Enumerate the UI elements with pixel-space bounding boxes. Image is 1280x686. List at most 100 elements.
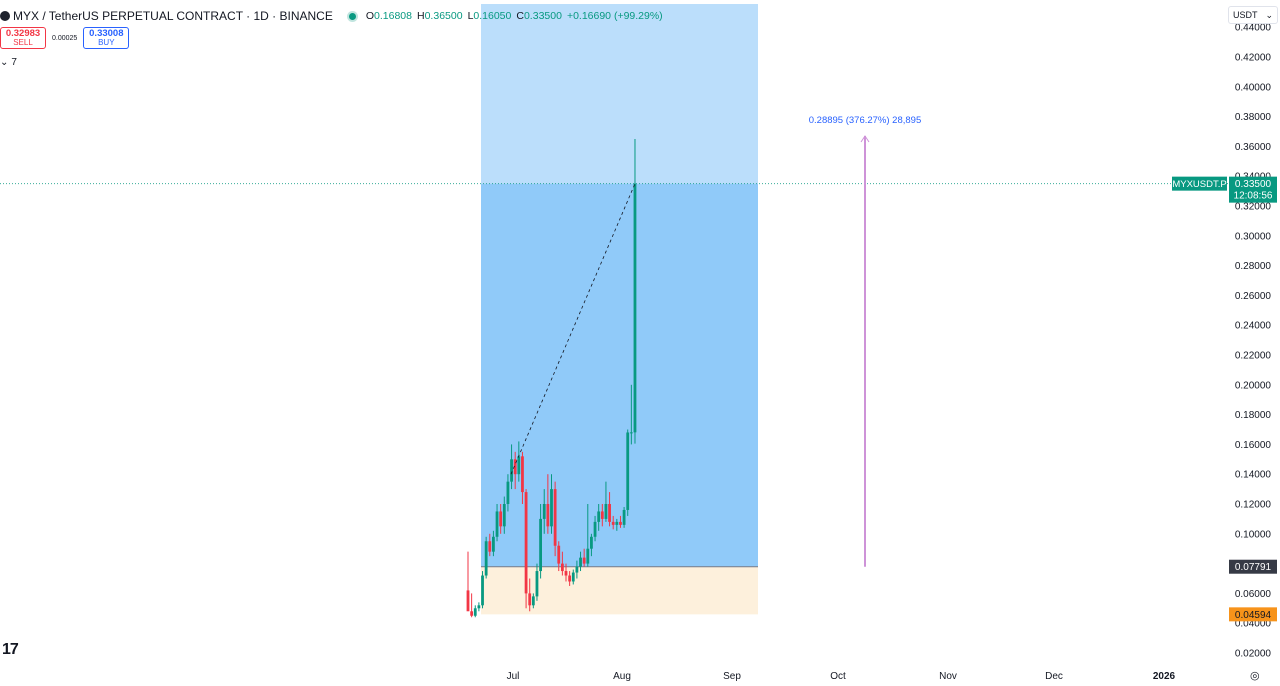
y-tick-label: 0.16000 (1235, 440, 1272, 451)
candle-body[interactable] (608, 504, 611, 522)
y-tick-label: 0.30000 (1235, 231, 1272, 242)
candle-body[interactable] (470, 611, 474, 616)
candle-body[interactable] (579, 557, 582, 567)
candle-body[interactable] (495, 511, 499, 537)
candle-body[interactable] (542, 504, 546, 519)
candle-body[interactable] (564, 571, 568, 576)
indicators-toggle[interactable]: ⌄ 7 (0, 57, 17, 68)
candle-body[interactable] (629, 432, 633, 434)
candle-body[interactable] (517, 456, 521, 475)
candle-body[interactable] (488, 541, 492, 552)
chevron-down-icon: ⌄ (0, 57, 9, 68)
candle-body[interactable] (546, 504, 550, 527)
y-tick-label: 0.12000 (1235, 500, 1272, 511)
settings-icon[interactable]: ◎ (1250, 670, 1260, 682)
candle-body[interactable] (611, 521, 615, 525)
candle-body[interactable] (622, 509, 626, 525)
countdown-label: 12:08:56 (1234, 191, 1273, 202)
candle-body[interactable] (477, 605, 481, 609)
candle-body[interactable] (597, 511, 601, 522)
candle-body[interactable] (513, 459, 517, 475)
buy-button[interactable]: 0.33008 BUY (83, 27, 130, 49)
measure-label: 0.28895 (376.27%) 28,895 (809, 115, 922, 126)
sell-button[interactable]: 0.32983 SELL (0, 27, 46, 49)
candle-body[interactable] (473, 608, 477, 616)
target-zone[interactable] (481, 4, 758, 184)
y-tick-label: 0.20000 (1235, 380, 1272, 391)
candle-body[interactable] (481, 575, 484, 606)
candle-body[interactable] (582, 557, 586, 564)
tradingview-logo-icon[interactable]: 17 (2, 641, 19, 658)
y-tick-label: 0.24000 (1235, 321, 1272, 332)
entry-price-tag (1229, 559, 1277, 574)
trade-panel: 0.32983 SELL 0.00025 0.33008 BUY (0, 27, 130, 49)
candle-body[interactable] (492, 536, 495, 552)
candle-body[interactable] (590, 536, 593, 549)
x-tick-label: Sep (723, 671, 741, 682)
candle-body[interactable] (466, 590, 470, 612)
stop-price-tag (1229, 607, 1277, 622)
candle-body[interactable] (524, 492, 528, 594)
candle-body[interactable] (502, 504, 506, 527)
y-tick-label: 0.28000 (1235, 261, 1272, 272)
candle-body[interactable] (535, 571, 539, 597)
candle-body[interactable] (531, 596, 535, 606)
candle-body[interactable] (521, 456, 524, 493)
candle-body[interactable] (633, 183, 637, 433)
candle-body[interactable] (499, 511, 503, 527)
measure-arrowhead (860, 135, 870, 143)
candle-body[interactable] (604, 504, 608, 519)
buy-label: BUY (98, 38, 115, 47)
y-tick-label: 0.22000 (1235, 351, 1272, 362)
ohlc-values: O0.16808 H0.36500 L0.16050 C0.33500 +0.1… (366, 10, 663, 22)
y-tick-label: 0.38000 (1235, 112, 1272, 123)
ohlc-low-key: L (467, 10, 474, 22)
candle-body[interactable] (484, 541, 488, 576)
x-tick-label: Jul (507, 671, 520, 682)
currency-selector[interactable]: USDT ⌄ (1228, 6, 1278, 24)
last-price-label: 0.33500 (1235, 179, 1272, 190)
ohlc-high-key: H (417, 10, 425, 22)
candle-body[interactable] (593, 521, 597, 537)
stop-zone[interactable] (481, 566, 758, 615)
candle-body[interactable] (586, 548, 590, 564)
x-tick-label: 2026 (1153, 671, 1176, 682)
candle-body[interactable] (528, 593, 532, 606)
candle-body[interactable] (506, 481, 510, 504)
ohlc-open: 0.16808 (374, 10, 412, 22)
candle-body[interactable] (539, 518, 542, 572)
y-tick-label: 0.26000 (1235, 291, 1272, 302)
y-tick-label: 0.02000 (1235, 649, 1272, 660)
stop-price-label: 0.04594 (1235, 610, 1272, 621)
y-tick-label: 0.40000 (1235, 82, 1272, 93)
currency-label: USDT (1233, 10, 1258, 20)
candle-body[interactable] (600, 511, 604, 519)
candle-body[interactable] (571, 572, 575, 582)
symbol-title[interactable]: MYX / TetherUS PERPETUAL CONTRACT · 1D ·… (13, 9, 333, 23)
candle-body[interactable] (615, 521, 619, 525)
candle-body[interactable] (550, 489, 553, 527)
candle-body[interactable] (553, 489, 557, 546)
x-tick-label: Aug (613, 671, 631, 682)
y-tick-label: 0.42000 (1235, 53, 1272, 64)
symbol-tag-label: MYXUSDT.P (1172, 179, 1226, 190)
profit-zone[interactable] (481, 183, 758, 567)
candle-body[interactable] (557, 545, 561, 564)
x-tick-label: Dec (1045, 671, 1063, 682)
market-status-icon[interactable] (348, 12, 356, 20)
candle-body[interactable] (626, 432, 630, 510)
candle-body[interactable] (510, 459, 513, 482)
ohlc-high: 0.36500 (424, 10, 463, 22)
symbol-logo-icon (0, 11, 10, 21)
symbol-tag (1172, 176, 1227, 191)
candle-body[interactable] (568, 575, 572, 582)
chevron-down-icon: ⌄ (1265, 9, 1273, 20)
trend-line[interactable] (510, 183, 636, 475)
candle-body[interactable] (560, 563, 564, 572)
candle-body[interactable] (575, 566, 579, 573)
y-tick-label: 0.14000 (1235, 470, 1272, 481)
candle-body[interactable] (619, 521, 622, 525)
last-price-tag (1229, 176, 1277, 203)
y-tick-label: 0.18000 (1235, 410, 1272, 421)
